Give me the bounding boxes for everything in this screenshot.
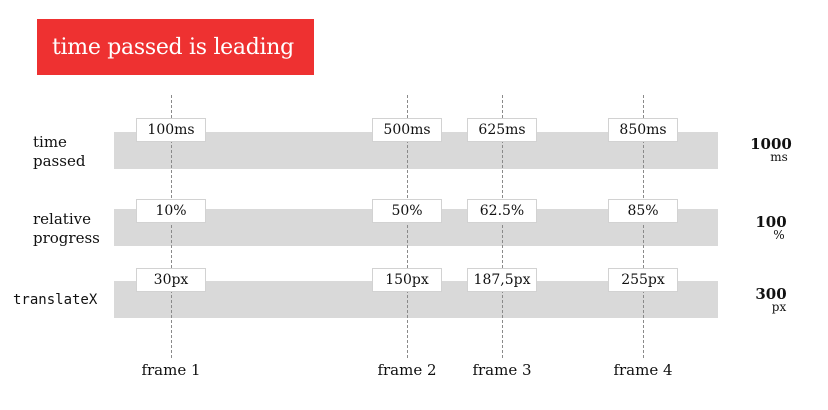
- row-label-line: passed: [33, 152, 85, 171]
- row-label-time-passed: time passed: [33, 133, 85, 171]
- value-box: 50%: [372, 199, 442, 223]
- row-label-line: time: [33, 133, 85, 152]
- total-translatex: 300 px: [742, 288, 800, 314]
- row-label-line: relative: [33, 210, 100, 229]
- value-box: 62.5%: [467, 199, 537, 223]
- value-box: 10%: [136, 199, 206, 223]
- total-relative-progress: 100 %: [742, 216, 800, 242]
- value-box: 150px: [372, 268, 442, 292]
- value-box: 255px: [608, 268, 678, 292]
- total-time-passed: 1000 ms: [742, 138, 800, 164]
- total-value: 100: [742, 216, 800, 229]
- value-box: 625ms: [467, 118, 537, 142]
- value-box: 850ms: [608, 118, 678, 142]
- frame-label-2: frame 2: [367, 361, 447, 379]
- row-label-relative-progress: relative progress: [33, 210, 100, 248]
- value-box: 500ms: [372, 118, 442, 142]
- row-label-translatex: translateX: [13, 291, 97, 310]
- value-box: 187,5px: [467, 268, 537, 292]
- value-box: 100ms: [136, 118, 206, 142]
- title-banner: time passed is leading: [37, 19, 314, 75]
- total-value: 300: [742, 288, 800, 301]
- frame-label-3: frame 3: [462, 361, 542, 379]
- value-box: 85%: [608, 199, 678, 223]
- row-label-line: progress: [33, 229, 100, 248]
- frame-label-1: frame 1: [131, 361, 211, 379]
- row-label-line: translateX: [13, 291, 97, 310]
- frame-label-4: frame 4: [603, 361, 683, 379]
- value-box: 30px: [136, 268, 206, 292]
